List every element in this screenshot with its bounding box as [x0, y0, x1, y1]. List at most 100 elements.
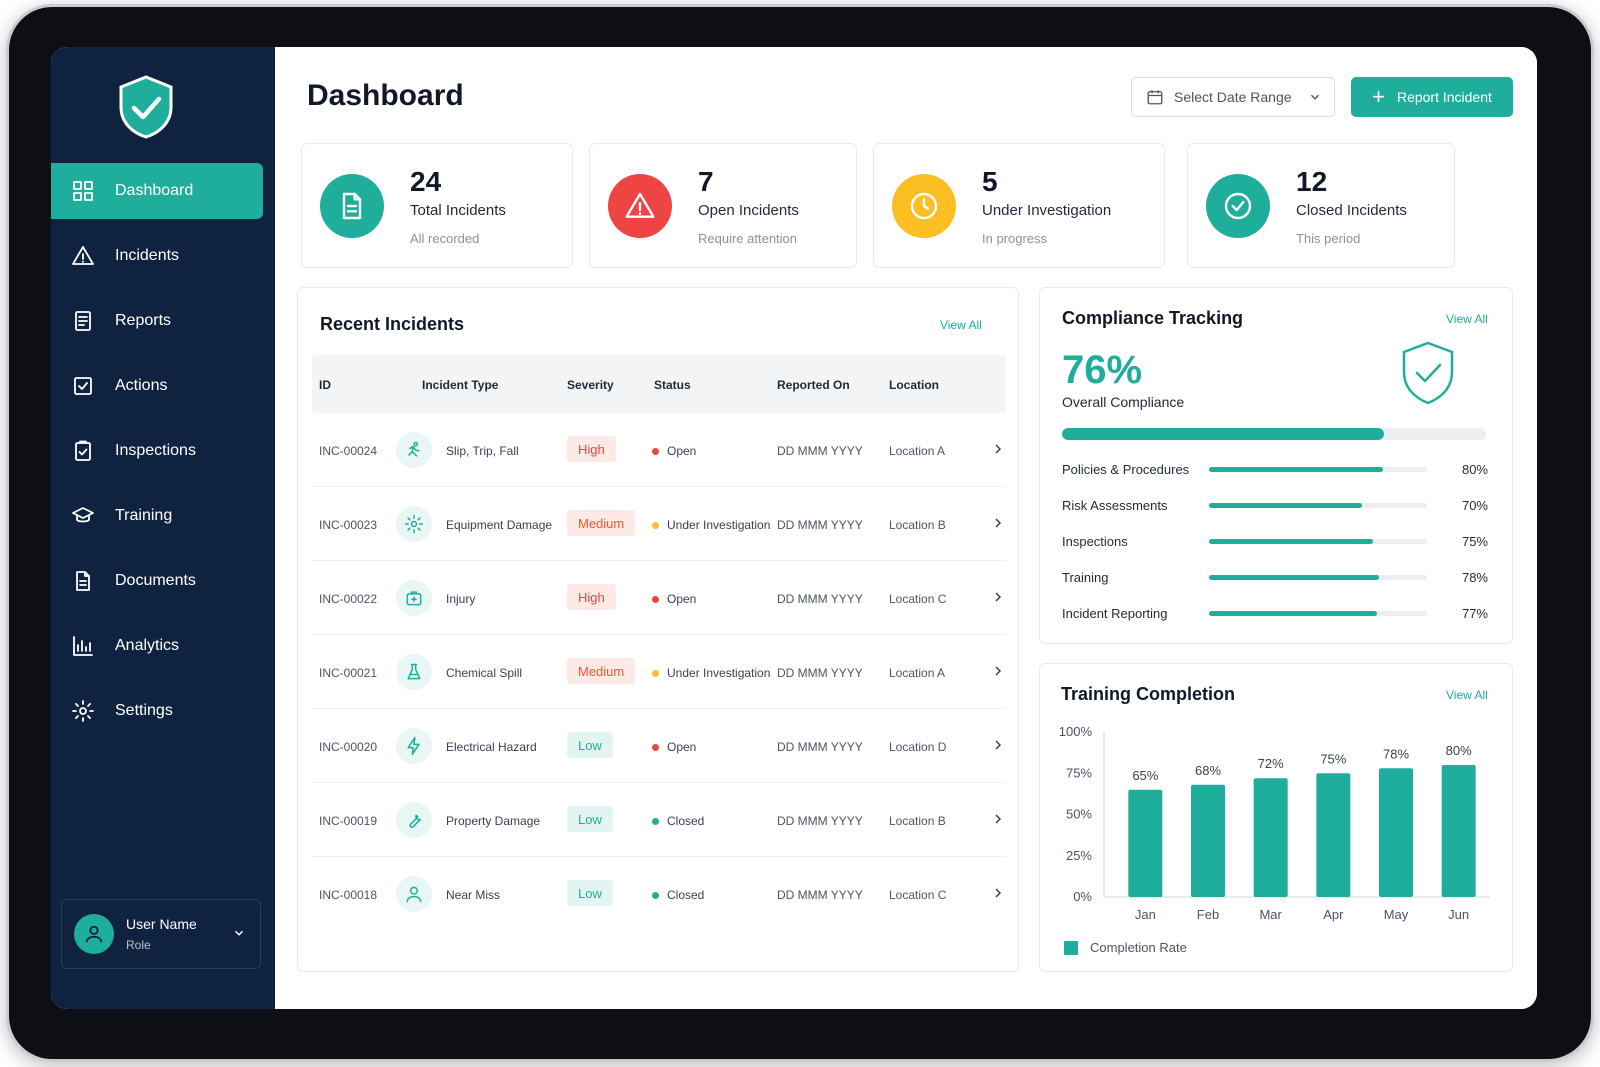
- compliance-progress-bar: [1209, 539, 1427, 544]
- graduation-cap-icon: [71, 504, 95, 528]
- chevron-right-icon[interactable]: [990, 663, 1006, 679]
- sidebar-item-training[interactable]: Training: [51, 488, 263, 544]
- sidebar-item-label: Documents: [115, 572, 196, 589]
- compliance-progress-fill: [1209, 503, 1362, 508]
- compliance-panel: Compliance Tracking View All 76% Overall…: [1039, 287, 1513, 644]
- incident-type: Chemical Spill: [446, 666, 523, 680]
- y-tick-label: 0%: [1073, 889, 1092, 904]
- person-fall-icon: [396, 432, 432, 468]
- bar-value-label: 65%: [1132, 768, 1158, 783]
- status-label: Under Investigation: [667, 666, 771, 680]
- chevron-down-icon: [1310, 94, 1320, 100]
- incident-id: INC-00024: [319, 444, 378, 458]
- status: Closed: [652, 888, 704, 902]
- table-row[interactable]: INC-00020 Electrical Hazard Low Open DD …: [312, 709, 1006, 783]
- compliance-progress-bar: [1209, 503, 1427, 508]
- status-dot: [652, 817, 659, 825]
- stat-label: Open Incidents: [698, 201, 799, 219]
- status-dot: [652, 447, 659, 455]
- overall-compliance-bar: [1062, 428, 1486, 440]
- chevron-right-icon[interactable]: [990, 589, 1006, 605]
- severity-badge: High: [567, 436, 616, 462]
- date-range-select[interactable]: Select Date Range: [1131, 77, 1335, 117]
- table-row[interactable]: INC-00023 Equipment Damage Medium Under …: [312, 487, 1006, 561]
- sidebar-item-actions[interactable]: Actions: [51, 358, 263, 414]
- status-dot: [652, 891, 659, 899]
- incident-id: INC-00020: [319, 740, 378, 754]
- date-range-label: Select Date Range: [1174, 89, 1292, 105]
- sidebar-item-reports[interactable]: Reports: [51, 293, 263, 349]
- chevron-right-icon[interactable]: [990, 811, 1006, 827]
- incident-id: INC-00019: [319, 814, 378, 828]
- training-completion-title: Training Completion: [1061, 684, 1235, 704]
- clock-icon: [892, 173, 956, 238]
- location: Location A: [889, 444, 946, 458]
- sidebar-item-analytics[interactable]: Analytics: [51, 618, 263, 674]
- compliance-progress-fill: [1209, 539, 1373, 544]
- report-incident-button[interactable]: + Report Incident: [1351, 77, 1513, 117]
- sidebar-item-dashboard[interactable]: Dashboard: [51, 163, 263, 219]
- grid-icon: [71, 179, 95, 203]
- chevron-right-icon[interactable]: [990, 885, 1006, 901]
- compliance-item-value: 78%: [1461, 570, 1488, 585]
- stat-value: 12: [1296, 165, 1328, 197]
- sidebar-item-incidents[interactable]: Incidents: [51, 228, 263, 284]
- stat-subtitle: Require attention: [698, 230, 798, 246]
- severity-badge: Low: [567, 732, 613, 758]
- legend-label: Completion Rate: [1090, 940, 1187, 955]
- reported-on: DD MMM YYYY: [777, 518, 863, 532]
- sidebar-item-documents[interactable]: Documents: [51, 553, 263, 609]
- compliance-title: Compliance Tracking: [1062, 308, 1244, 328]
- check-circle-icon: [1206, 173, 1270, 238]
- sidebar-item-label: Training: [115, 507, 173, 524]
- bar-chart-icon: [71, 634, 95, 658]
- stat-label: Under Investigation: [982, 201, 1112, 219]
- reported-on: DD MMM YYYY: [777, 444, 863, 458]
- status-label: Open: [667, 740, 697, 754]
- stat-card-under-investigation: 5 Under Investigation In progress: [873, 143, 1165, 268]
- compliance-view-all-link[interactable]: View All: [1446, 312, 1488, 326]
- user-menu[interactable]: User Name Role: [61, 899, 261, 969]
- document-icon: [320, 173, 384, 238]
- shield-logo-icon: [119, 75, 173, 139]
- avatar: [74, 914, 114, 954]
- sidebar-item-settings[interactable]: Settings: [51, 683, 263, 739]
- bar-mar: [1253, 778, 1288, 897]
- stat-label: Closed Incidents: [1296, 201, 1407, 219]
- location: Location D: [889, 740, 947, 754]
- compliance-item-value: 80%: [1461, 462, 1488, 477]
- bar-value-label: 75%: [1320, 751, 1346, 766]
- gear-icon: [396, 506, 432, 542]
- table-row[interactable]: INC-00021 Chemical Spill Medium Under In…: [312, 635, 1006, 709]
- table-row[interactable]: INC-00018 Near Miss Low Closed DD MMM YY…: [312, 857, 1006, 931]
- chevron-right-icon[interactable]: [990, 737, 1006, 753]
- severity-badge: Medium: [567, 510, 636, 536]
- compliance-progress-bar: [1209, 467, 1427, 472]
- compliance-item-value: 75%: [1461, 534, 1488, 549]
- reported-on: DD MMM YYYY: [777, 666, 863, 680]
- compliance-progress-fill: [1209, 611, 1377, 616]
- sidebar-item-label: Reports: [115, 312, 172, 329]
- recent-incidents-view-all-link[interactable]: View All: [940, 318, 982, 332]
- stat-subtitle: This period: [1296, 230, 1361, 246]
- sidebar-item-inspections[interactable]: Inspections: [51, 423, 263, 479]
- chevron-right-icon[interactable]: [990, 441, 1006, 457]
- table-row[interactable]: INC-00022 Injury High Open DD MMM YYYY L…: [312, 561, 1006, 635]
- incident-type: Slip, Trip, Fall: [446, 444, 519, 458]
- x-tick-label: Jun: [1448, 907, 1469, 922]
- column-header-reported-on: Reported On: [777, 378, 850, 392]
- compliance-row: Inspections 75%: [1062, 532, 1488, 552]
- table-row[interactable]: INC-00024 Slip, Trip, Fall High Open DD …: [312, 413, 1006, 487]
- tablet-frame: Dashboard Incidents Reports Actions Insp…: [6, 4, 1594, 1062]
- user-role: Role: [126, 938, 151, 952]
- table-row[interactable]: INC-00019 Property Damage Low Closed DD …: [312, 783, 1006, 857]
- compliance-item-label: Risk Assessments: [1062, 498, 1168, 513]
- compliance-item-label: Training: [1062, 570, 1109, 585]
- stat-subtitle: All recorded: [410, 230, 480, 246]
- y-tick-label: 75%: [1066, 765, 1092, 780]
- report-incident-label: Report Incident: [1396, 89, 1492, 105]
- incident-type: Near Miss: [446, 888, 501, 902]
- chevron-right-icon[interactable]: [990, 515, 1006, 531]
- plus-icon: +: [1372, 84, 1385, 109]
- training-view-all-link[interactable]: View All: [1446, 688, 1488, 702]
